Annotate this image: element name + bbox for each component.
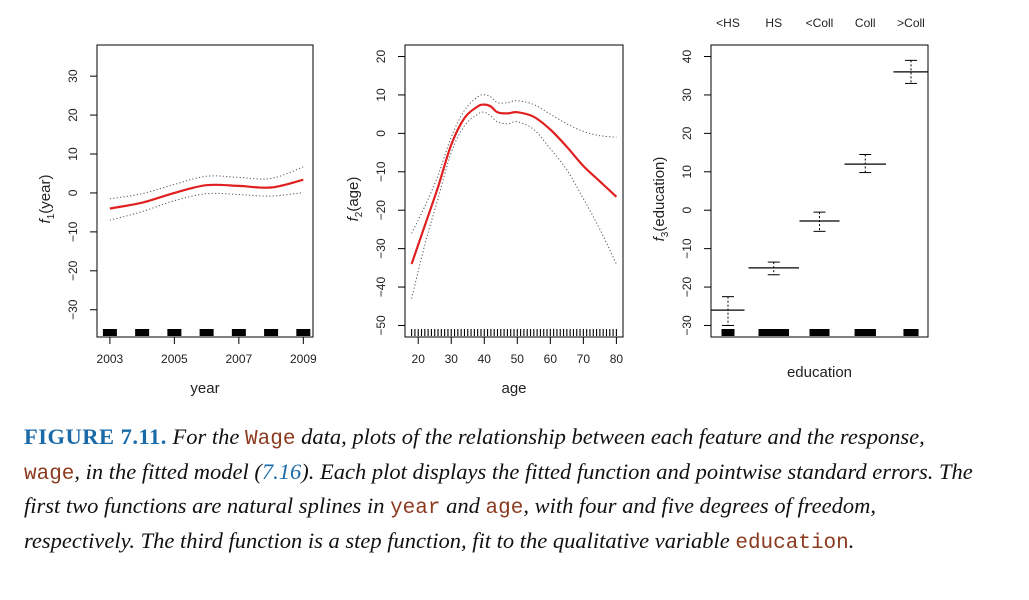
rug-mark bbox=[231, 329, 246, 336]
x-tick-label: 2005 bbox=[161, 352, 188, 366]
y-tick-label: 10 bbox=[66, 147, 80, 161]
y-label-function: f bbox=[651, 235, 668, 241]
y-axis-label: f1(year) bbox=[37, 175, 57, 224]
y-tick-label: −20 bbox=[680, 277, 694, 298]
y-label-argument: (age) bbox=[345, 177, 362, 212]
y-label-subscript: 2 bbox=[354, 211, 365, 217]
se-band-lower bbox=[109, 192, 304, 221]
y-tick-label: −20 bbox=[66, 260, 80, 281]
y-tick-label: −40 bbox=[374, 277, 388, 298]
y-tick-label: 20 bbox=[680, 126, 694, 140]
rug-mark bbox=[135, 329, 150, 336]
y-tick-label: 10 bbox=[680, 165, 694, 179]
x-tick-label: 70 bbox=[577, 352, 591, 366]
figure-label: FIGURE 7.11. bbox=[24, 424, 167, 449]
y-tick-label: 20 bbox=[66, 108, 80, 122]
se-band-lower bbox=[411, 111, 617, 299]
year-panel: −30 −20 −10 0 10 20 30 f1(year) 2003 2005 2007 2009… bbox=[37, 44, 317, 397]
x-tick-label: 40 bbox=[478, 352, 492, 366]
caption-code-education: education bbox=[735, 531, 849, 555]
rug-mark bbox=[102, 329, 117, 336]
y-tick-label: −30 bbox=[66, 299, 80, 320]
rug-mark bbox=[809, 329, 830, 336]
y-axis-label: f2(age) bbox=[345, 177, 365, 222]
y-tick-label: −10 bbox=[680, 238, 694, 259]
x-tick-label: 2007 bbox=[225, 352, 252, 366]
category-label: Coll bbox=[855, 16, 876, 30]
category-label: >Coll bbox=[897, 16, 925, 30]
rug-mark bbox=[854, 329, 876, 336]
education-panel: −30 −20 −10 0 10 20 30 40 f3(education) <HS HS <Col… bbox=[651, 16, 929, 381]
equation-reference[interactable]: 7.16 bbox=[261, 458, 302, 484]
x-axis-label: age bbox=[501, 380, 526, 397]
y-tick-label: −20 bbox=[374, 200, 388, 221]
caption-text-7: . bbox=[848, 527, 855, 553]
rug-mark bbox=[758, 329, 789, 336]
y-tick-label: 30 bbox=[680, 88, 694, 102]
rug-mark bbox=[721, 329, 735, 336]
y-tick-label: 30 bbox=[66, 69, 80, 83]
caption-code-age: age bbox=[485, 497, 524, 520]
category-label: HS bbox=[765, 16, 782, 30]
caption-text-1: For the bbox=[166, 424, 246, 449]
y-tick-label: −30 bbox=[680, 315, 694, 336]
x-tick-label: 20 bbox=[412, 352, 426, 366]
y-tick-label: −50 bbox=[374, 315, 388, 336]
x-axis-label: year bbox=[190, 380, 219, 397]
x-tick-label: 30 bbox=[445, 352, 459, 366]
y-tick-label: 10 bbox=[374, 88, 388, 102]
y-tick-label: 20 bbox=[374, 50, 388, 64]
caption-text-2: data, plots of the relationship between … bbox=[295, 424, 925, 449]
x-tick-label: 2003 bbox=[97, 352, 124, 366]
plot-frame bbox=[96, 44, 314, 338]
rug-mark bbox=[199, 329, 214, 336]
caption-code-year: year bbox=[390, 497, 441, 520]
x-tick-label: 60 bbox=[544, 352, 558, 366]
x-axis-label: education bbox=[787, 364, 852, 381]
rug-mark bbox=[296, 329, 311, 336]
caption-text-4: ). Each plot displays the fitted functio… bbox=[24, 458, 973, 519]
se-band-upper bbox=[109, 166, 304, 200]
figure-caption: FIGURE 7.11. For the Wage data, plots of… bbox=[24, 421, 984, 559]
caption-text-5: and bbox=[440, 493, 486, 518]
y-axis-label: f3(education) bbox=[651, 157, 671, 242]
y-tick-label: −10 bbox=[374, 161, 388, 182]
y-label-function: f bbox=[345, 215, 362, 221]
x-tick-label: 80 bbox=[610, 352, 624, 366]
fitted-curve bbox=[410, 103, 618, 265]
plot-frame bbox=[710, 44, 929, 338]
y-label-subscript: 1 bbox=[46, 213, 57, 219]
rug-mark bbox=[264, 329, 279, 336]
plot-frame bbox=[404, 44, 624, 338]
category-label: <Coll bbox=[806, 16, 834, 30]
y-tick-label: 40 bbox=[680, 50, 694, 64]
y-label-function: f bbox=[37, 217, 54, 223]
x-tick-label: 2009 bbox=[290, 352, 317, 366]
rug-mark bbox=[903, 329, 919, 336]
y-label-subscript: 3 bbox=[660, 231, 671, 237]
age-panel: −50 −40 −30 −20 −10 0 10 20 f2(age) 20 30 40 50 60 70 8… bbox=[345, 44, 624, 397]
fitted-curve bbox=[109, 178, 304, 210]
caption-code-wage: wage bbox=[24, 462, 75, 486]
y-tick-label: −30 bbox=[374, 238, 388, 259]
caption-code-wage-data: Wage bbox=[245, 428, 296, 451]
y-label-argument: (education) bbox=[651, 157, 668, 232]
caption-text-6: , with four and five degrees of freedom,… bbox=[24, 493, 876, 553]
y-tick-label: 0 bbox=[680, 207, 694, 214]
rug-mark bbox=[167, 329, 182, 336]
category-label: <HS bbox=[716, 16, 740, 30]
y-label-argument: (year) bbox=[37, 175, 54, 214]
se-band-upper bbox=[411, 94, 617, 234]
caption-text-3: , in the fitted model ( bbox=[74, 458, 262, 484]
y-tick-label: 0 bbox=[66, 189, 80, 196]
y-tick-label: −10 bbox=[66, 221, 80, 242]
y-tick-label: 0 bbox=[374, 130, 388, 137]
x-tick-label: 50 bbox=[511, 352, 525, 366]
